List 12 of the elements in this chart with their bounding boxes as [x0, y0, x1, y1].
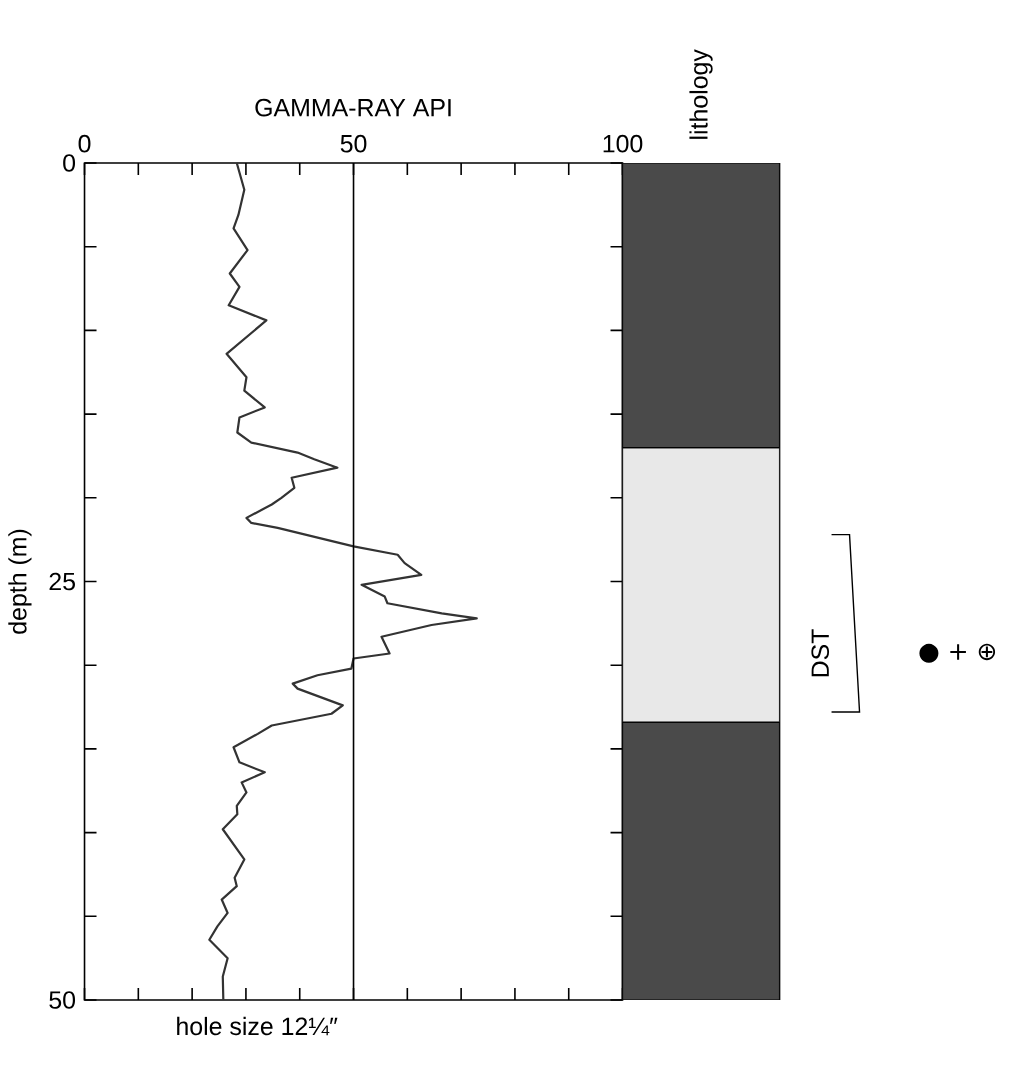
y-tick-label: 50 [49, 991, 76, 1009]
x-tick-label: 100 [603, 134, 643, 153]
text: ● + ⊕ [919, 643, 996, 663]
text: hole size 12¼″ [177, 1016, 338, 1036]
x-axis-title: GAMMA-RAY API [255, 98, 451, 117]
y-tick-label: 25 [49, 572, 76, 591]
y-tick-label: 0 [63, 154, 76, 172]
text: DST [811, 629, 830, 677]
x-tick-label: 0 [78, 134, 91, 153]
x-tick-label: 50 [340, 134, 367, 153]
y-axis-title: depth (m) [8, 529, 32, 634]
chart-title: lithology [689, 49, 713, 139]
